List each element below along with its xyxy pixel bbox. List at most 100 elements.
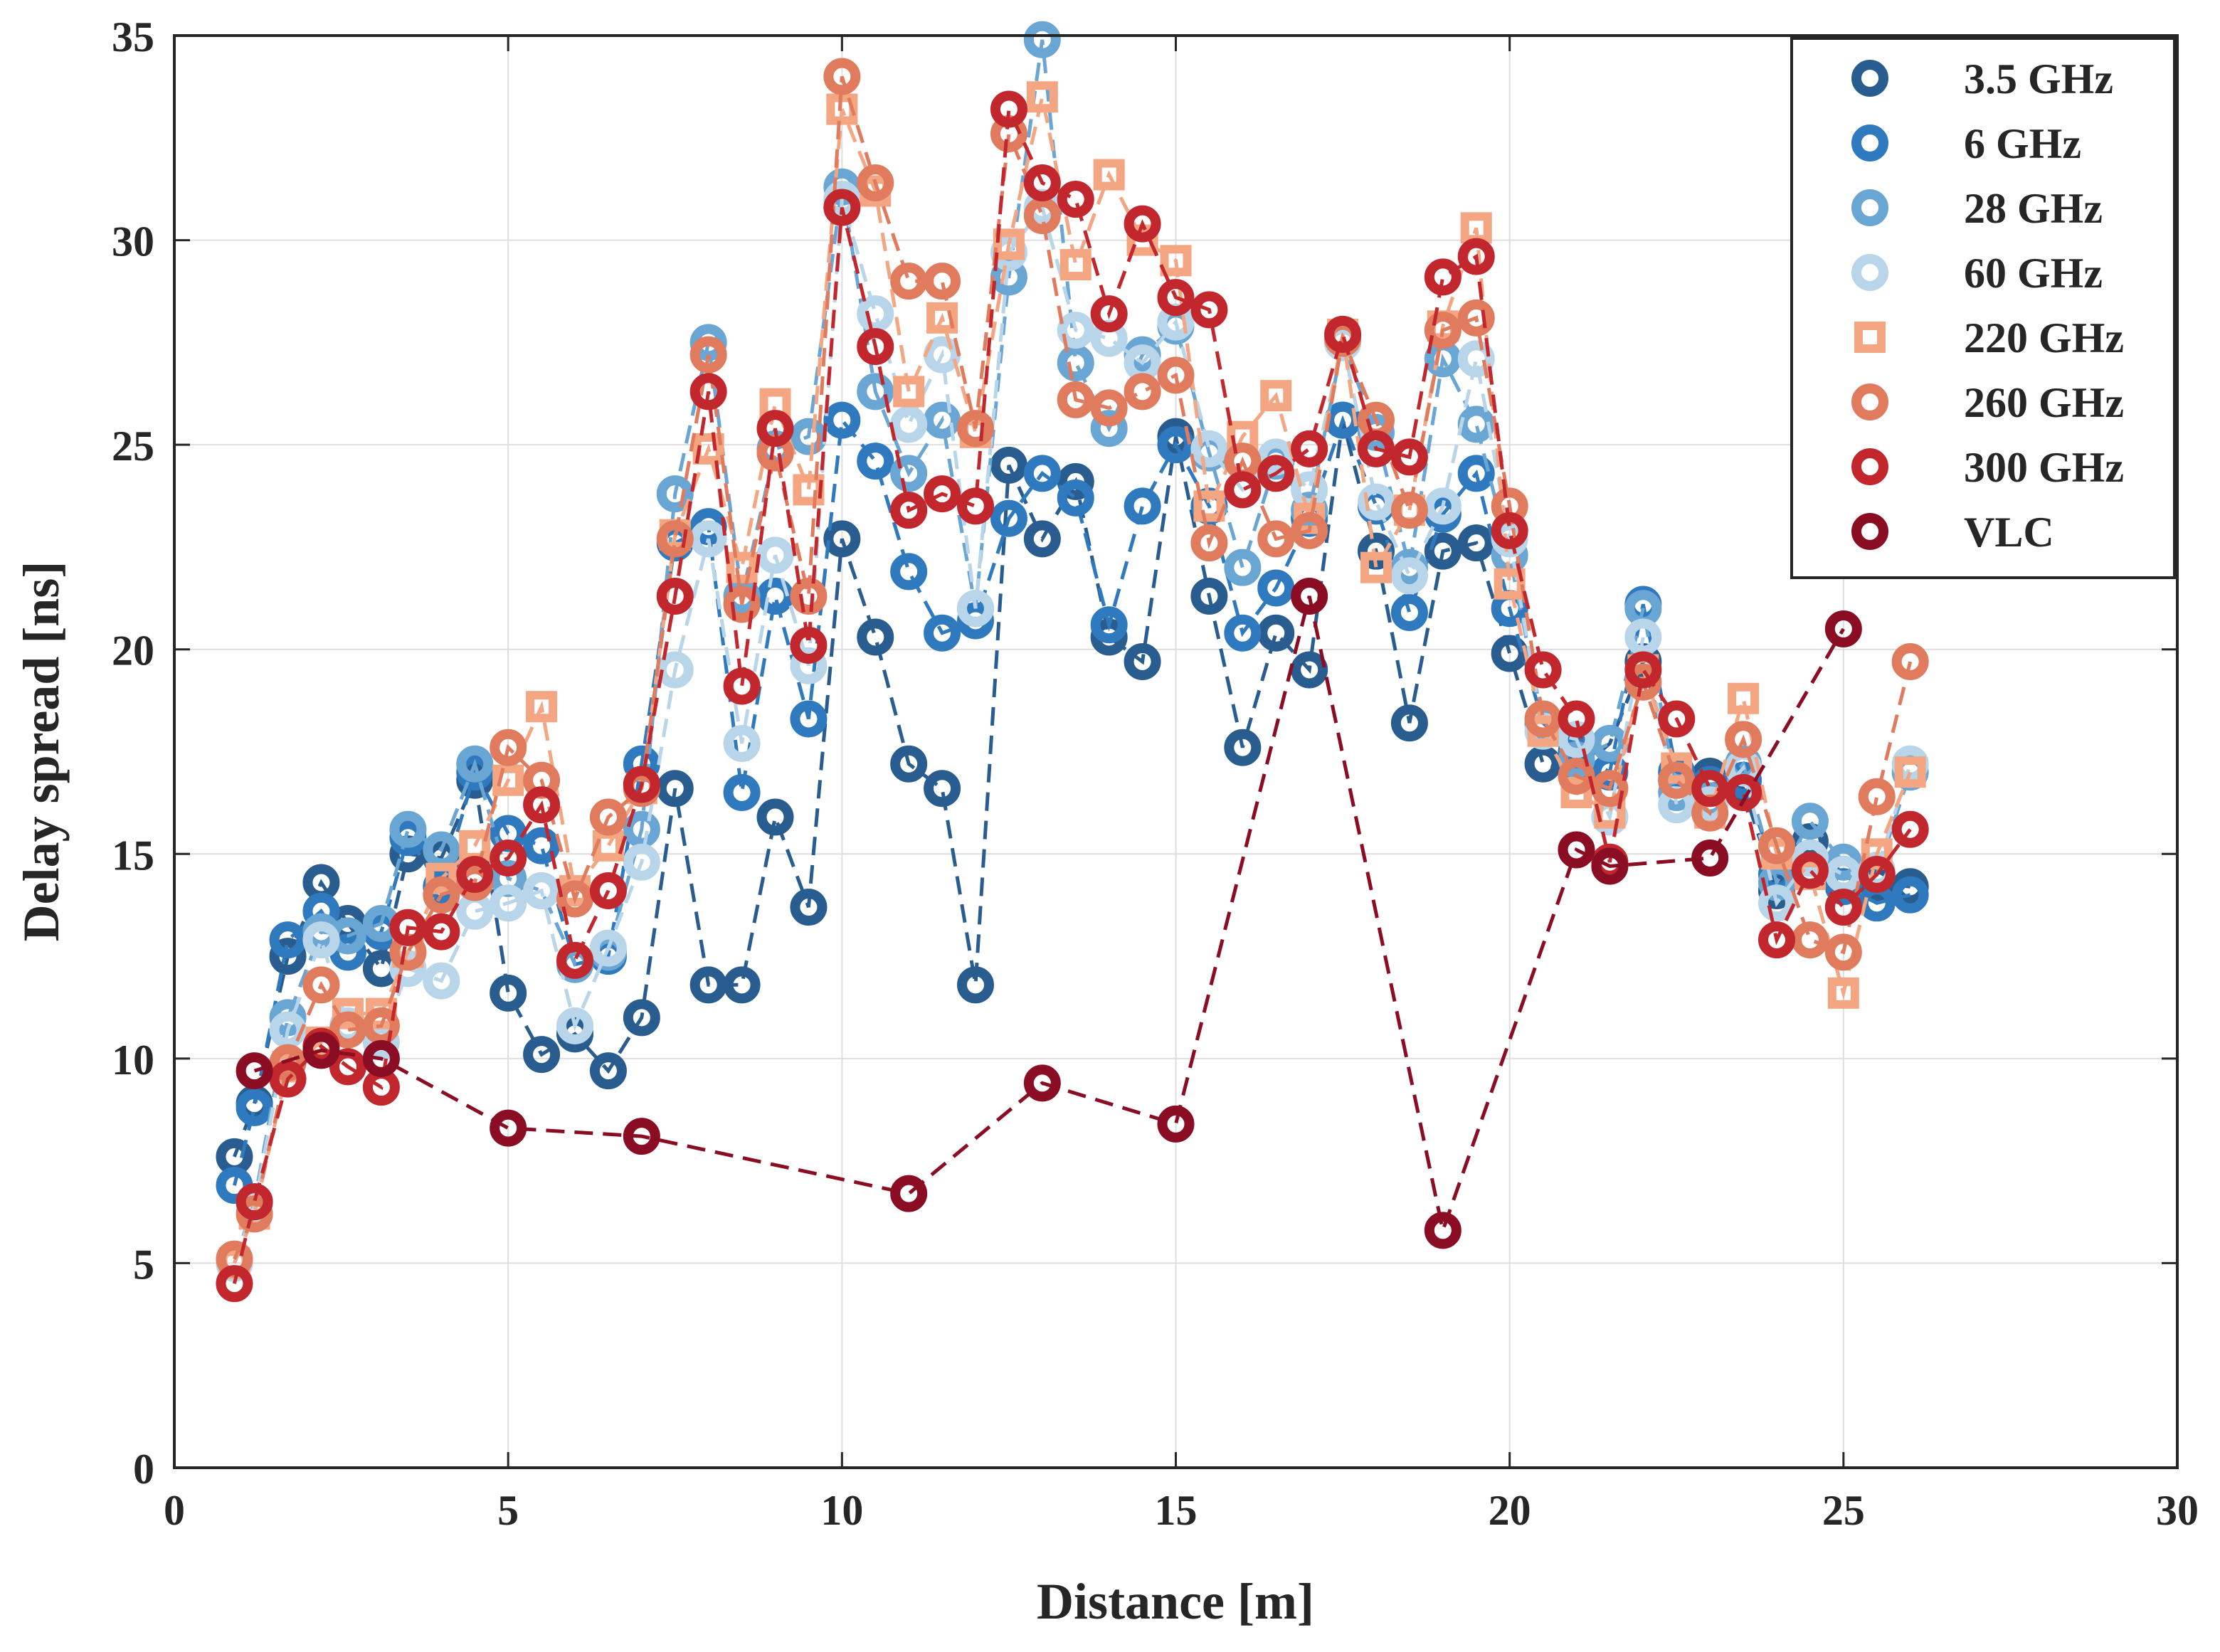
data-point xyxy=(656,475,694,513)
data-point xyxy=(490,729,527,766)
legend-box xyxy=(1790,37,2176,579)
data-point xyxy=(1190,524,1228,562)
data-point xyxy=(236,1052,273,1090)
data-point xyxy=(1827,977,1859,1009)
data-point xyxy=(426,862,458,894)
x-tick-label: 20 xyxy=(1489,1487,1531,1534)
series-300-ghz xyxy=(216,90,1929,1303)
data-point xyxy=(423,962,460,1000)
data-point xyxy=(1057,479,1094,517)
data-point xyxy=(1257,520,1295,558)
data-point xyxy=(823,401,861,439)
data-point xyxy=(1494,568,1526,600)
data-point xyxy=(1524,700,1562,738)
data-point xyxy=(689,520,727,558)
data-point xyxy=(790,626,828,664)
data-point xyxy=(1424,532,1462,570)
data-point xyxy=(302,921,340,959)
data-point xyxy=(1858,778,1896,815)
data-point xyxy=(623,843,660,881)
data-point xyxy=(1224,729,1262,766)
data-point xyxy=(1758,921,1795,959)
data-point xyxy=(329,1011,366,1049)
data-point xyxy=(1891,810,1929,848)
data-point xyxy=(1059,249,1092,281)
data-point xyxy=(1424,487,1462,525)
data-point xyxy=(924,263,961,300)
data-point xyxy=(589,929,627,967)
legend-marker xyxy=(1851,60,1888,97)
data-point xyxy=(1424,312,1462,349)
legend-label: 6 GHz xyxy=(1964,120,2081,167)
data-point xyxy=(1524,651,1562,689)
data-point xyxy=(1390,704,1428,742)
data-point xyxy=(1791,803,1829,840)
data-point xyxy=(1090,606,1128,644)
data-point xyxy=(890,745,928,783)
data-point xyxy=(1360,551,1392,583)
data-point xyxy=(990,90,1027,128)
data-point xyxy=(1758,884,1795,922)
y-tick-label: 30 xyxy=(112,218,154,265)
data-point xyxy=(756,577,794,615)
data-point xyxy=(1891,642,1929,680)
data-point xyxy=(1160,245,1192,277)
data-point xyxy=(589,798,627,836)
data-point xyxy=(1558,758,1595,795)
data-point xyxy=(723,966,761,1004)
data-point xyxy=(790,647,828,684)
data-point xyxy=(1057,312,1094,349)
data-point xyxy=(1390,557,1428,595)
data-point xyxy=(756,410,794,448)
data-point xyxy=(623,1118,660,1155)
data-point xyxy=(1023,21,1061,58)
legend-marker xyxy=(1851,189,1888,226)
data-point xyxy=(823,58,861,95)
data-point xyxy=(890,406,928,443)
data-point xyxy=(269,921,307,959)
data-point xyxy=(1758,827,1795,864)
data-point xyxy=(490,974,527,1012)
data-point xyxy=(492,764,524,796)
y-tick-label: 0 xyxy=(133,1446,154,1493)
data-point xyxy=(1591,770,1629,808)
data-point xyxy=(216,1265,253,1303)
data-point xyxy=(1624,618,1662,656)
data-point xyxy=(924,614,961,652)
data-point xyxy=(1090,389,1128,427)
data-point xyxy=(1291,512,1328,549)
data-point xyxy=(1791,852,1829,889)
data-point xyxy=(1291,577,1328,615)
data-point xyxy=(523,827,561,864)
data-point xyxy=(890,455,928,492)
data-point xyxy=(1257,569,1295,607)
data-point xyxy=(924,401,961,439)
data-point xyxy=(1224,549,1262,586)
legend-label: VLC xyxy=(1964,509,2054,556)
data-point xyxy=(726,551,758,583)
data-point xyxy=(1358,483,1395,521)
y-tick-label: 35 xyxy=(112,14,154,60)
data-point xyxy=(1358,430,1395,467)
x-tick-label: 0 xyxy=(164,1487,185,1534)
legend-marker xyxy=(1851,254,1888,291)
axis-ticks: 0 5 10 15 20 25 30 0 5 10 15 20 25 30 35 xyxy=(112,14,2199,1534)
data-point xyxy=(1491,635,1528,672)
data-point xyxy=(1224,471,1262,509)
legend-marker xyxy=(1851,448,1888,485)
data-point xyxy=(857,295,894,333)
data-point xyxy=(302,966,340,1004)
data-point xyxy=(924,336,961,374)
data-point xyxy=(1658,761,1696,799)
data-point xyxy=(823,189,861,226)
data-point xyxy=(1658,700,1696,738)
data-point xyxy=(1093,159,1125,191)
data-point xyxy=(1424,1212,1462,1249)
data-point xyxy=(1491,512,1528,549)
data-point xyxy=(623,999,660,1037)
data-point xyxy=(1457,524,1495,562)
x-tick-label: 25 xyxy=(1822,1487,1865,1534)
data-point xyxy=(790,889,828,926)
data-point xyxy=(523,872,561,910)
data-point xyxy=(1257,614,1295,652)
